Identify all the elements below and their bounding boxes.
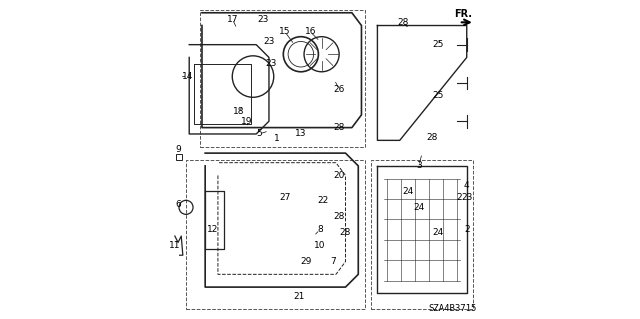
Text: 29: 29 bbox=[300, 257, 311, 266]
Bar bbox=[200, 10, 365, 147]
Text: 28: 28 bbox=[340, 228, 351, 237]
Text: 4: 4 bbox=[464, 181, 470, 189]
Text: 24: 24 bbox=[402, 187, 413, 196]
Text: 7: 7 bbox=[330, 257, 335, 266]
Text: 17: 17 bbox=[227, 15, 238, 24]
Text: FR.: FR. bbox=[454, 9, 472, 19]
Text: 15: 15 bbox=[279, 27, 291, 36]
Text: 28: 28 bbox=[333, 123, 345, 132]
Text: 2: 2 bbox=[456, 193, 461, 202]
Text: 21: 21 bbox=[294, 292, 305, 301]
Text: 19: 19 bbox=[241, 117, 252, 126]
Text: 27: 27 bbox=[279, 193, 291, 202]
Text: 23: 23 bbox=[265, 59, 276, 68]
Bar bbox=[371, 160, 473, 309]
Text: 16: 16 bbox=[305, 27, 316, 36]
Text: 11: 11 bbox=[169, 241, 180, 250]
Text: 5: 5 bbox=[257, 130, 262, 138]
Bar bbox=[186, 160, 365, 309]
Text: 1: 1 bbox=[274, 134, 280, 143]
Text: 3: 3 bbox=[416, 161, 422, 170]
Text: 26: 26 bbox=[333, 85, 345, 94]
Text: 10: 10 bbox=[314, 241, 326, 250]
Text: 13: 13 bbox=[295, 130, 307, 138]
Text: 6: 6 bbox=[175, 200, 181, 209]
Text: 25: 25 bbox=[433, 40, 444, 49]
Text: 25: 25 bbox=[433, 91, 444, 100]
Text: 20: 20 bbox=[333, 171, 345, 180]
Text: 14: 14 bbox=[182, 72, 193, 81]
Text: 22: 22 bbox=[317, 197, 329, 205]
Text: 28: 28 bbox=[333, 212, 345, 221]
Text: 12: 12 bbox=[207, 225, 219, 234]
Text: 23: 23 bbox=[263, 37, 275, 46]
Bar bbox=[176, 154, 182, 160]
Text: 24: 24 bbox=[413, 203, 424, 212]
Text: 18: 18 bbox=[233, 107, 244, 116]
Text: 8: 8 bbox=[317, 225, 323, 234]
Text: 28: 28 bbox=[397, 18, 408, 27]
Text: 28: 28 bbox=[426, 133, 437, 142]
Text: 9: 9 bbox=[175, 145, 181, 154]
Text: SZA4B3715: SZA4B3715 bbox=[428, 304, 476, 313]
Text: 23: 23 bbox=[461, 193, 472, 202]
Text: 23: 23 bbox=[257, 15, 268, 24]
Text: 2: 2 bbox=[464, 225, 470, 234]
Text: 24: 24 bbox=[433, 228, 444, 237]
